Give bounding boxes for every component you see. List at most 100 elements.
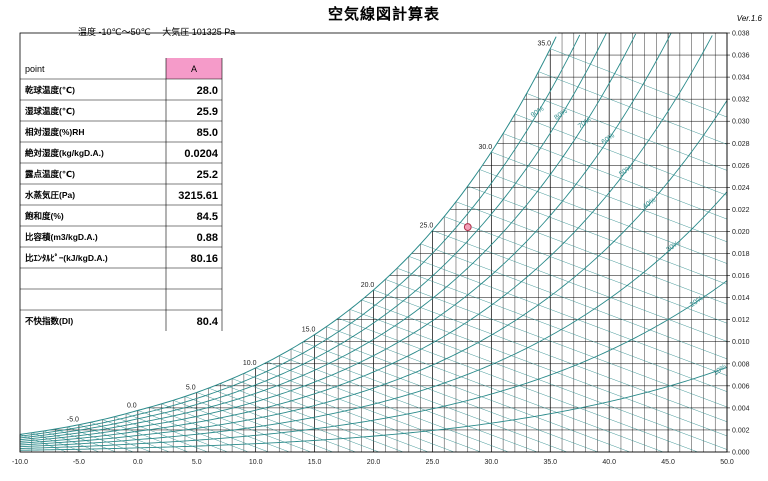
y-tick-label: 0.038 <box>732 31 750 38</box>
enthalpy-line <box>526 93 728 171</box>
y-tick-label: 0.028 <box>732 141 750 148</box>
saturation-temp-label: 25.0 <box>420 223 434 230</box>
enthalpy-line <box>538 71 728 145</box>
enthalpy-line <box>444 216 728 324</box>
table-row-label: 比容積(m3/kgD.A.) <box>25 232 98 242</box>
axis-layer: -10.0 -5.0 0.0 5.0 10.0 15.0 20.0 25.0 30.0 35.0 4… <box>12 31 750 467</box>
enthalpy-line <box>514 113 728 196</box>
rh-curve <box>19 280 728 449</box>
table-row-label: 飽和度(%) <box>24 211 64 221</box>
x-tick-label: 5.0 <box>192 459 202 466</box>
enthalpy-line <box>479 169 728 264</box>
y-tick-label: 0.026 <box>732 163 750 170</box>
saturation-temp-label: 20.0 <box>361 282 375 289</box>
enthalpy-line <box>67 426 134 453</box>
y-tick-label: 0.010 <box>732 339 750 346</box>
y-tick-label: 0.012 <box>732 317 750 324</box>
saturation-temp-label: 30.0 <box>479 144 493 151</box>
enthalpy-line <box>302 341 598 453</box>
x-tick-label: 15.0 <box>308 459 322 466</box>
enthalpy-line <box>19 434 67 453</box>
y-tick-label: 0.002 <box>732 427 750 434</box>
rh-curve-label: 80% <box>553 108 568 122</box>
rh-curve <box>19 33 607 439</box>
table-row-label: 水蒸気圧(Pa) <box>24 190 75 200</box>
enthalpy-line <box>408 256 728 376</box>
enthalpy-line <box>279 355 538 453</box>
table-row-value: 80.4 <box>197 316 219 328</box>
saturation-temp-label: -5.0 <box>67 417 79 424</box>
enthalpy-line <box>255 367 481 453</box>
table-row-value: 84.5 <box>197 211 218 223</box>
enthalpy-line <box>338 318 698 453</box>
rh-curve-label: 70% <box>577 117 592 131</box>
table-row-label: 露点温度(℃) <box>25 169 75 179</box>
rh-curve-label: 20% <box>689 295 704 309</box>
enthalpy-line <box>149 407 269 453</box>
saturation-curve <box>19 36 557 435</box>
saturation-temp-label: 0.0 <box>127 402 137 409</box>
enthalpy-line <box>43 430 100 453</box>
x-tick-label: 50.0 <box>720 459 734 466</box>
y-tick-label: 0.008 <box>732 361 750 368</box>
table-row-value: 80.16 <box>190 253 218 265</box>
x-tick-label: 25.0 <box>426 459 440 466</box>
enthalpy-line <box>385 279 728 408</box>
version-label: Ver.1.6 <box>736 14 762 23</box>
y-tick-label: 0.000 <box>732 450 750 457</box>
table-row-label: 比ｴﾝﾀﾙﾋﾟｰ(kJ/kgD.A.) <box>25 253 108 263</box>
enthalpy-line <box>78 424 152 453</box>
x-tick-label: 20.0 <box>367 459 381 466</box>
rh-curve <box>19 191 728 448</box>
enthalpy-line <box>125 413 228 453</box>
x-tick-label: 40.0 <box>602 459 616 466</box>
rh-curve-label: 60% <box>601 132 616 146</box>
enthalpy-line <box>361 299 728 437</box>
rh-curve <box>19 34 581 437</box>
enthalpy-line <box>173 400 311 453</box>
table-row-value: 0.0204 <box>184 148 219 160</box>
x-tick-label: -5.0 <box>73 459 85 466</box>
y-tick-label: 0.014 <box>732 295 750 302</box>
enthalpy-line <box>290 348 568 453</box>
y-tick-label: 0.022 <box>732 207 750 214</box>
enthalpy-line <box>243 373 455 453</box>
rh-curve-label: 50% <box>618 164 633 178</box>
enthalpy-line <box>396 267 728 392</box>
table-row-label: 乾球温度(℃) <box>25 85 75 95</box>
table-row-value: 28.0 <box>197 85 218 97</box>
table-header-label: point <box>25 64 45 74</box>
table-row-value: 3215.61 <box>178 190 218 202</box>
table-row-value: 85.0 <box>197 127 218 139</box>
saturation-temp-label: 5.0 <box>186 384 196 391</box>
table-header-value: A <box>191 64 197 74</box>
x-tick-label: 30.0 <box>485 459 499 466</box>
rh-curve <box>19 33 637 441</box>
enthalpy-line <box>90 422 170 453</box>
y-tick-label: 0.024 <box>732 185 750 192</box>
table-row-label: 不快指数(DI) <box>25 316 73 326</box>
table-header-cell <box>166 58 222 79</box>
enthalpy-line <box>550 48 728 118</box>
enthalpy-line <box>196 392 356 453</box>
enthalpy-line <box>491 151 728 243</box>
table-row-value: 0.88 <box>197 232 218 244</box>
enthalpy-line <box>420 243 728 360</box>
y-tick-label: 0.004 <box>732 405 750 412</box>
enthalpy-line <box>55 428 117 453</box>
table-background <box>20 58 222 331</box>
enthalpy-line <box>220 383 404 453</box>
rh-curve-label: 90% <box>530 105 545 119</box>
enthalpy-line <box>373 289 728 422</box>
enthalpy-line <box>184 396 333 453</box>
enthalpy-line <box>455 201 728 305</box>
enthalpy-line <box>349 309 728 450</box>
table-row-label: 湿球温度(℃) <box>25 106 75 116</box>
y-tick-label: 0.020 <box>732 229 750 236</box>
data-point-A <box>463 223 472 231</box>
enthalpy-line <box>161 403 290 453</box>
saturation-temp-label: 35.0 <box>537 41 551 48</box>
enthalpy-line <box>326 326 664 453</box>
enthalpy-line <box>432 230 728 342</box>
y-tick-label: 0.036 <box>732 53 750 60</box>
